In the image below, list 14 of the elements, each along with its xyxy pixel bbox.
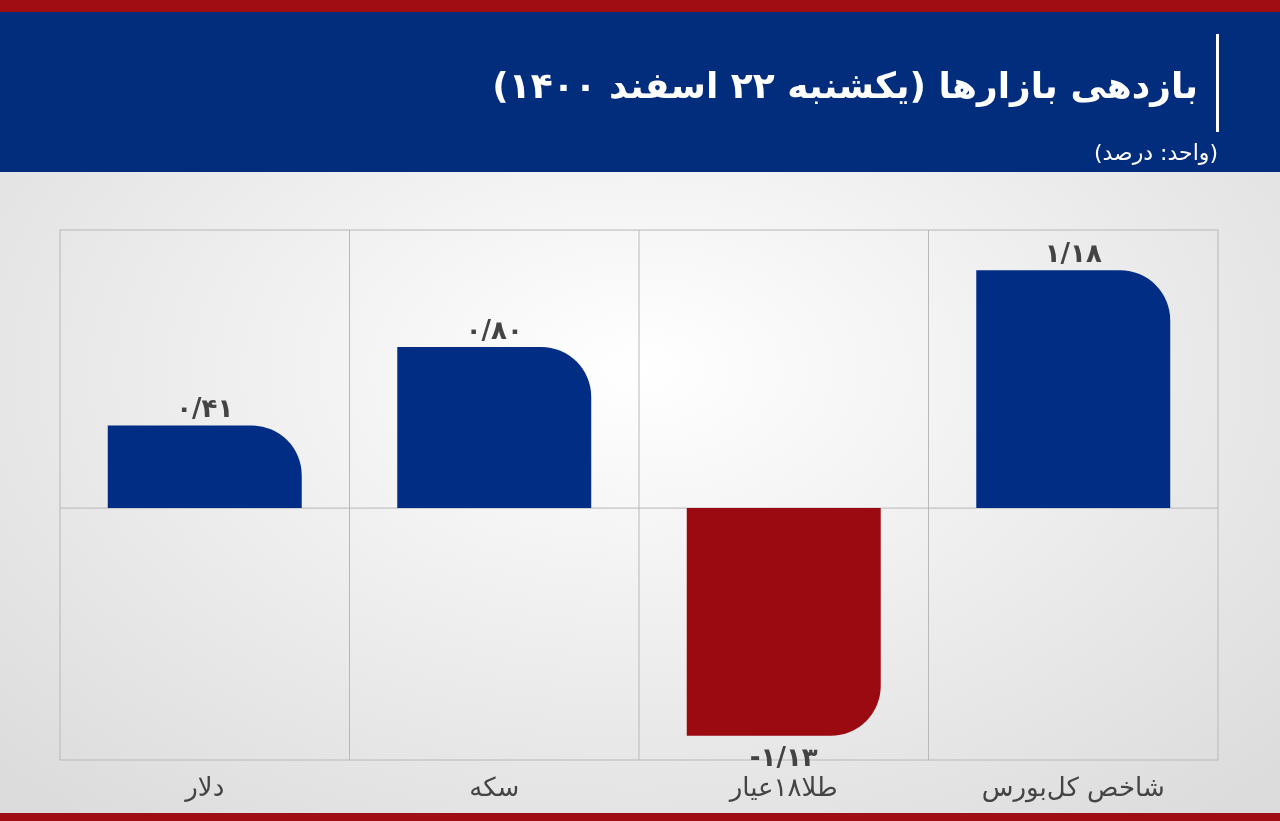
- data-label: ۱/۱۸: [1044, 238, 1102, 269]
- bar: [107, 425, 302, 509]
- chart-title: بازدهی بازارها (یکشنبه ۲۲ اسفند ۱۴۰۰): [492, 65, 1198, 107]
- x-tick-label: دلار: [183, 772, 225, 802]
- bar: [686, 508, 881, 736]
- bar: [397, 346, 592, 509]
- x-tick-label: سکه: [469, 772, 520, 802]
- x-tick-label: طلا۱۸عیار: [727, 772, 838, 802]
- data-label: ۰/۸۰: [465, 314, 523, 345]
- data-label: ۰/۴۱: [176, 393, 234, 424]
- data-label: -۱/۱۳: [749, 741, 818, 772]
- chart-subtitle: (واحد: درصد): [1093, 140, 1218, 165]
- x-tick-label: شاخص کل‌بورس: [981, 772, 1165, 803]
- bar: [976, 270, 1171, 509]
